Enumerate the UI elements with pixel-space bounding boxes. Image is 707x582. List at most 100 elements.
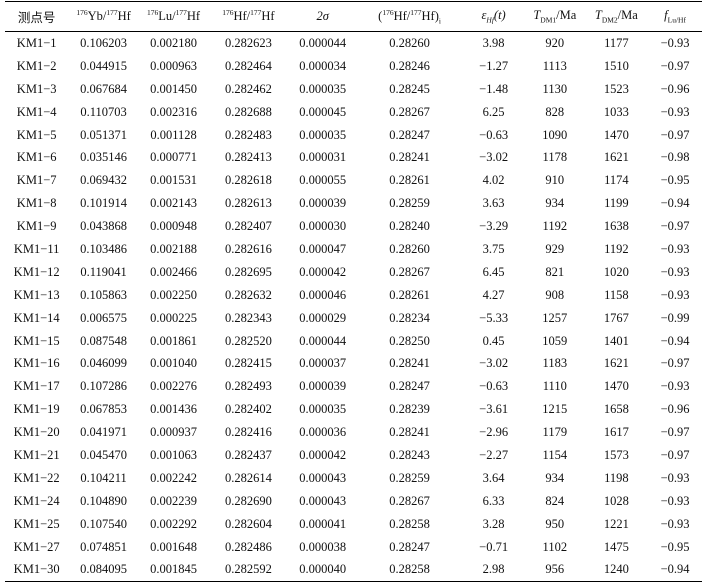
cell-point: KM1−19 [13,402,60,417]
cell-tdm1: 1102 [542,539,568,554]
cell-yb-hf: 0.069432 [80,173,127,188]
cell-hf-initial: 0.28241 [389,425,430,440]
sub: DM2 [601,15,618,25]
cell-lu-hf: 0.002180 [150,35,198,50]
cell-epsilon-hf: 3.28 [482,516,505,531]
table-row: KM1−15 0.087548 0.001861 0.282520 0.000044 0.… [5,330,702,353]
cell-2sigma: 0.000034 [299,58,347,73]
cell-lu-hf: 0.002239 [150,493,198,508]
cell-lu-hf: 0.002466 [150,264,198,279]
header-lu-hf: 176Lu/177Hf [138,1,209,32]
cell-tdm1: 1192 [542,219,568,234]
table-row: KM1−4 0.110703 0.002316 0.282688 0.000045 0.2… [5,101,702,124]
cell-f-lu-hf: −0.98 [660,150,690,165]
cell-hf-hf: 0.282618 [224,173,272,188]
cell-f-lu-hf: −0.94 [660,333,690,348]
cell-f-lu-hf: −0.93 [660,241,690,256]
cell-tdm1: 934 [545,470,565,485]
cell-f-lu-hf: −0.97 [660,447,690,462]
cell-point: KM1−30 [5,558,69,582]
cell-hf-hf: 0.282614 [224,470,272,485]
cell-yb-hf: 0.067853 [80,402,127,417]
cell-hf-hf: 0.282616 [224,241,272,256]
cell-f-lu-hf: −0.99 [660,310,690,325]
cell-tdm1: 824 [545,493,565,508]
cell-yb-hf: 0.107286 [80,379,127,394]
cell-2sigma: 0.000039 [299,379,347,394]
cell-lu-hf: 0.001861 [150,333,198,348]
cell-hf-initial: 0.28267 [389,264,430,279]
cell-yb-hf: 0.043868 [80,219,127,234]
sup: 177 [250,8,262,18]
cell-tdm2: 1033 [603,104,629,119]
cell-hf-initial: 0.28259 [389,196,430,211]
cell-2sigma: 0.000043 [299,470,347,485]
cell-epsilon-hf: −3.29 [479,219,509,234]
header-tdm1: TDM1/Ma [525,1,585,32]
header-epsilon-hf: εHf(t) [462,1,526,32]
cell-yb-hf: 0.106203 [80,35,127,50]
sup: 177 [175,8,187,18]
cell-tdm2: 1523 [603,81,629,96]
cell-point: KM1−24 [13,493,60,508]
cell-lu-hf: 0.002242 [150,470,198,485]
cell-tdm2: 1401 [603,333,629,348]
cell-tdm2: 1158 [604,287,629,302]
cell-tdm2: 1621 [603,150,629,165]
cell-tdm2: 1475 [603,539,629,554]
header-yb-hf: 176Yb/177Hf [68,1,139,32]
cell-tdm1: 910 [545,173,565,188]
cell-yb-hf: 0.006575 [80,310,127,325]
cell-f-lu-hf: −0.97 [660,127,690,142]
cell-2sigma: 0.000029 [299,310,347,325]
cell-point: KM1−9 [16,219,57,234]
cell-hf-hf: 0.282592 [208,558,289,582]
cell-tdm2: 1510 [603,58,629,73]
cell-hf-hf: 0.282695 [224,264,272,279]
cell-point: KM1−12 [13,264,60,279]
cell-epsilon-hf: 6.45 [482,264,505,279]
text: T [533,8,541,23]
cell-hf-initial: 0.28258 [356,558,463,582]
cell-yb-hf: 0.041971 [80,425,127,440]
cell-hf-hf: 0.282402 [224,402,272,417]
cell-tdm1: 1154 [542,447,568,462]
cell-hf-initial: 0.28245 [389,81,430,96]
cell-hf-hf: 0.282623 [224,35,272,50]
table-header: 测点号 176Yb/177Hf 176Lu/177Hf 176Hf/177Hf … [5,1,702,32]
cell-lu-hf: 0.000225 [150,310,198,325]
cell-epsilon-hf: −0.63 [479,379,509,394]
header-hf-hf: 176Hf/177Hf [208,1,289,32]
hf-isotope-table: 测点号 176Yb/177Hf 176Lu/177Hf 176Hf/177Hf … [5,1,702,582]
cell-tdm1: 1257 [542,310,568,325]
cell-epsilon-hf: −0.71 [479,539,509,554]
cell-hf-initial: 0.28258 [389,516,430,531]
table-row: KM1−2 0.044915 0.000963 0.282464 0.000034 0.2… [5,55,702,78]
text: ( [378,8,383,23]
header-tdm2: TDM2/Ma [584,1,649,32]
cell-epsilon-hf: 6.25 [482,104,505,119]
cell-lu-hf: 0.002276 [150,379,198,394]
cell-hf-hf: 0.282416 [224,425,272,440]
cell-yb-hf: 0.087548 [80,333,127,348]
cell-hf-hf: 0.282604 [224,516,272,531]
cell-hf-hf: 0.282415 [224,356,272,371]
cell-f-lu-hf: −0.93 [660,104,690,119]
cell-2sigma: 0.000044 [299,35,347,50]
cell-f-lu-hf: −0.93 [660,379,690,394]
cell-2sigma: 0.000035 [299,127,347,142]
cell-hf-initial: 0.28247 [389,127,430,142]
table-body: KM1−1 0.106203 0.002180 0.282623 0.000044 0.2… [5,32,702,582]
cell-epsilon-hf: 3.64 [482,470,505,485]
cell-tdm2: 1028 [603,493,629,508]
cell-point: KM1−3 [16,81,57,96]
cell-f-lu-hf: −0.93 [660,493,690,508]
sub: Lu/Hf [667,15,686,25]
table-row: KM1−19 0.067853 0.001436 0.282402 0.000035 0.… [5,398,702,421]
cell-tdm2: 1638 [603,219,629,234]
cell-yb-hf: 0.104890 [80,493,127,508]
cell-2sigma: 0.000044 [299,333,347,348]
cell-lu-hf: 0.001040 [150,356,198,371]
text: Hf/ [393,8,411,23]
cell-hf-initial: 0.28247 [389,539,430,554]
